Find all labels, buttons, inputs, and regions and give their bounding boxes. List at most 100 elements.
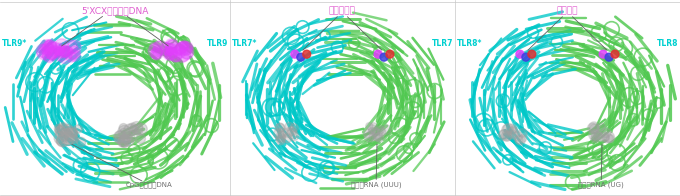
Text: ウリジン: ウリジン <box>557 6 578 15</box>
Circle shape <box>509 130 517 139</box>
Circle shape <box>56 135 67 146</box>
Circle shape <box>279 131 286 139</box>
Circle shape <box>63 47 73 57</box>
Circle shape <box>373 133 380 141</box>
Circle shape <box>135 123 147 135</box>
Circle shape <box>290 124 299 132</box>
Circle shape <box>55 39 69 52</box>
Circle shape <box>173 48 182 56</box>
Circle shape <box>42 41 52 52</box>
Circle shape <box>371 127 379 135</box>
Text: TLR8*: TLR8* <box>457 39 482 48</box>
Circle shape <box>55 49 67 61</box>
Circle shape <box>604 132 615 142</box>
Circle shape <box>56 134 69 147</box>
Circle shape <box>589 122 599 132</box>
Circle shape <box>66 51 77 62</box>
Circle shape <box>43 40 56 54</box>
Circle shape <box>64 40 78 54</box>
Circle shape <box>122 132 132 143</box>
Circle shape <box>167 40 179 52</box>
Circle shape <box>513 132 522 141</box>
Circle shape <box>303 50 311 58</box>
Circle shape <box>381 125 391 134</box>
Circle shape <box>65 132 77 144</box>
Circle shape <box>375 133 382 141</box>
Circle shape <box>374 50 382 58</box>
Circle shape <box>160 42 171 52</box>
Circle shape <box>364 132 375 142</box>
Text: TLR9*: TLR9* <box>2 39 27 48</box>
Circle shape <box>69 50 80 61</box>
Circle shape <box>502 125 512 135</box>
Circle shape <box>602 134 609 141</box>
Circle shape <box>174 44 185 54</box>
Circle shape <box>54 43 64 53</box>
Circle shape <box>151 48 163 60</box>
Circle shape <box>129 125 138 135</box>
Circle shape <box>39 47 51 59</box>
Circle shape <box>277 134 286 143</box>
Circle shape <box>58 46 70 57</box>
Ellipse shape <box>527 77 608 135</box>
Circle shape <box>277 123 285 132</box>
Circle shape <box>515 136 523 144</box>
Circle shape <box>66 127 78 138</box>
Circle shape <box>152 46 163 56</box>
Text: 5'XCXモチーフDNA: 5'XCXモチーフDNA <box>81 6 149 15</box>
Circle shape <box>58 124 69 135</box>
Circle shape <box>599 50 607 58</box>
Circle shape <box>61 46 73 58</box>
Circle shape <box>175 49 189 63</box>
Circle shape <box>131 122 143 134</box>
Circle shape <box>370 123 377 130</box>
Circle shape <box>136 134 146 143</box>
Circle shape <box>128 123 137 132</box>
Circle shape <box>57 45 65 54</box>
Circle shape <box>180 44 194 59</box>
Circle shape <box>275 123 285 133</box>
Circle shape <box>180 42 193 55</box>
Circle shape <box>48 42 61 56</box>
Circle shape <box>611 50 619 58</box>
Circle shape <box>499 130 509 139</box>
Circle shape <box>123 135 134 146</box>
Circle shape <box>169 52 180 62</box>
Circle shape <box>64 124 73 133</box>
Circle shape <box>386 50 394 58</box>
Circle shape <box>528 50 536 58</box>
Circle shape <box>177 47 190 61</box>
Circle shape <box>115 130 126 141</box>
Circle shape <box>165 44 176 55</box>
Circle shape <box>180 42 192 53</box>
Circle shape <box>603 133 613 143</box>
Circle shape <box>58 123 69 134</box>
Circle shape <box>45 39 56 51</box>
Text: CpGモチーフDNA: CpGモチーフDNA <box>126 181 173 188</box>
Ellipse shape <box>73 77 156 135</box>
Circle shape <box>519 129 527 137</box>
Circle shape <box>175 42 187 54</box>
Circle shape <box>179 41 189 51</box>
Circle shape <box>165 49 177 60</box>
Circle shape <box>593 132 602 142</box>
Text: TLR7*: TLR7* <box>232 39 257 48</box>
Circle shape <box>55 126 65 136</box>
Circle shape <box>163 47 172 56</box>
Circle shape <box>509 126 517 133</box>
Circle shape <box>55 48 65 58</box>
Circle shape <box>120 128 129 138</box>
Ellipse shape <box>302 77 383 135</box>
Text: 一本鎖RNA (UG): 一本鎖RNA (UG) <box>579 181 624 188</box>
Circle shape <box>54 132 67 144</box>
Text: TLR8: TLR8 <box>656 39 678 48</box>
Circle shape <box>287 129 297 139</box>
Circle shape <box>43 49 56 63</box>
Circle shape <box>59 132 69 141</box>
Circle shape <box>377 126 385 133</box>
Circle shape <box>591 130 601 140</box>
Circle shape <box>297 53 305 61</box>
Circle shape <box>180 43 192 55</box>
Text: TLR7: TLR7 <box>431 39 453 48</box>
Circle shape <box>167 47 175 55</box>
